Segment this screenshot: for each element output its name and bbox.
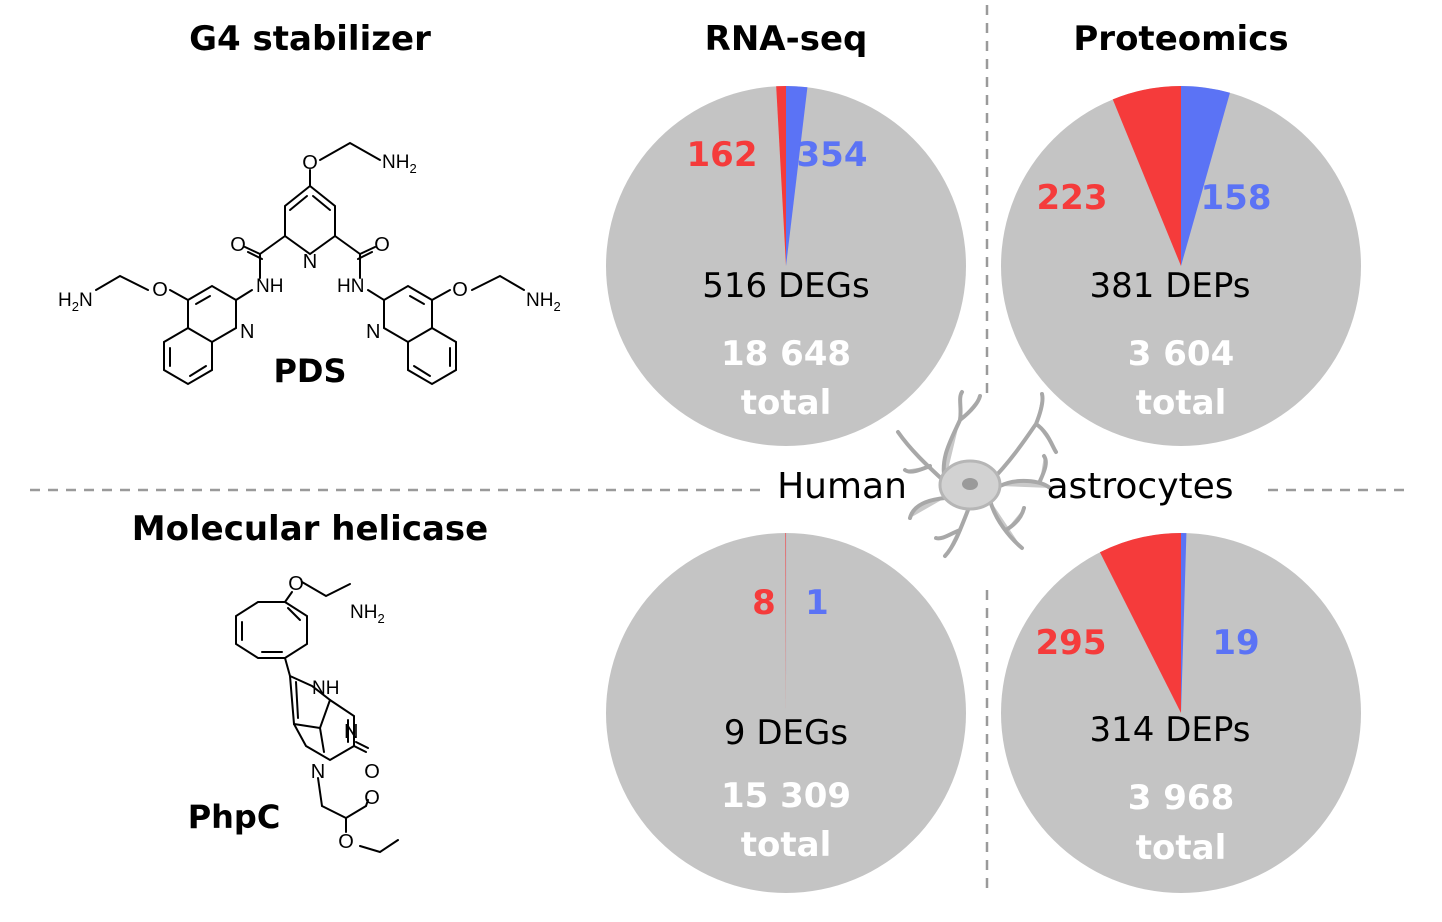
pds-atom-labels: O NH2 O O N NH HN O O H2N NH2 N N (58, 152, 561, 343)
pie-total-word-label: total (741, 825, 831, 865)
phpc-compound-label: PhpC (188, 798, 281, 836)
pie-slice-blue (786, 86, 808, 266)
pie-title: Proteomics (1073, 19, 1288, 59)
pds-h2n-left: H2N (58, 290, 93, 314)
pie-chart-rnaseq-phpc: 8 1 9 DEGs 15 309 total (606, 533, 966, 893)
pds-compound-label: PDS (273, 352, 346, 390)
pie-chart-proteomics-pds: Proteomics 223 158 381 DEPs 3 604 total (1001, 19, 1361, 446)
pds-amide-hn-right: HN (337, 276, 364, 297)
human-label: Human (777, 466, 907, 507)
phpc-ether-o: O (288, 573, 304, 595)
pds-structure: O NH2 O O N NH HN O O H2N NH2 N N (58, 141, 561, 386)
phpc-structure: O NH2 NH N O N O O (235, 573, 399, 854)
pie-blue-value-label: 158 (1201, 178, 1272, 218)
pie-red-value-label: 162 (687, 135, 758, 175)
pie-chart-rnaseq-pds: RNA-seq 162 354 516 DEGs 18 648 total (606, 19, 966, 446)
pie-slice-blue (1181, 86, 1230, 266)
pie-summary-label: 516 DEGs (702, 266, 869, 306)
pie-total-word-label: total (741, 383, 831, 423)
pie-slice-red (776, 86, 786, 266)
pds-amide-nh-left: NH (256, 276, 283, 297)
pie-total-number-label: 3 604 (1128, 334, 1234, 374)
pie-summary-label: 381 DEPs (1090, 266, 1251, 306)
phpc-bonds (235, 581, 399, 854)
pie-red-value-label: 295 (1036, 623, 1107, 663)
pds-quinoline-n-left: N (240, 321, 254, 343)
phpc-pyrrole-nh: NH (312, 678, 339, 699)
phpc-ester-carbonyl-o: O (364, 787, 380, 809)
pie-total-number-label: 15 309 (721, 776, 851, 816)
pds-nh2-right: NH2 (526, 290, 561, 314)
pds-pyridine-n: N (303, 251, 317, 273)
pds-bonds (95, 141, 525, 386)
pie-title: RNA-seq (705, 19, 868, 59)
phpc-ring-n: N (311, 761, 325, 783)
pds-ether-o-right: O (452, 279, 468, 301)
pds-carbonyl-o-left: O (230, 234, 246, 256)
molecular-helicase-heading: Molecular helicase (132, 509, 488, 549)
phpc-nh2: NH2 (350, 602, 385, 626)
g4-stabilizer-heading: G4 stabilizer (189, 19, 431, 59)
pie-slice-red (785, 533, 786, 713)
pie-slice-blue (1181, 533, 1187, 713)
pie-summary-label: 9 DEGs (724, 713, 848, 753)
pie-summary-label: 314 DEPs (1090, 710, 1251, 750)
phpc-carbonyl-o: O (364, 761, 380, 783)
pie-total-number-label: 18 648 (721, 334, 851, 374)
pie-red-value-label: 223 (1037, 178, 1108, 218)
phpc-pyrimidine-n: N (344, 721, 358, 743)
pie-blue-value-label: 1 (805, 583, 829, 623)
pie-slice-red (1099, 533, 1181, 713)
pie-total-word-label: total (1136, 828, 1226, 868)
phpc-ester-o: O (338, 831, 354, 853)
pie-red-value-label: 8 (752, 583, 776, 623)
pds-nh2-top: NH2 (382, 152, 417, 176)
pie-slice-red (1112, 86, 1181, 266)
pie-total-number-label: 3 968 (1128, 778, 1234, 818)
pds-ether-o-left: O (152, 279, 168, 301)
phpc-atom-labels: O NH2 NH N O N O O (288, 573, 384, 853)
pds-quinoline-n-right: N (366, 321, 380, 343)
pie-blue-value-label: 354 (797, 135, 868, 175)
pie-total-word-label: total (1136, 383, 1226, 423)
astrocyte-icon (896, 390, 1058, 558)
astrocytes-label: astrocytes (1046, 466, 1233, 507)
pie-chart-proteomics-phpc: 295 19 314 DEPs 3 968 total (1001, 533, 1361, 893)
pds-ether-o-top: O (302, 152, 318, 174)
pie-blue-value-label: 19 (1212, 623, 1259, 663)
pds-carbonyl-o-right: O (374, 234, 390, 256)
